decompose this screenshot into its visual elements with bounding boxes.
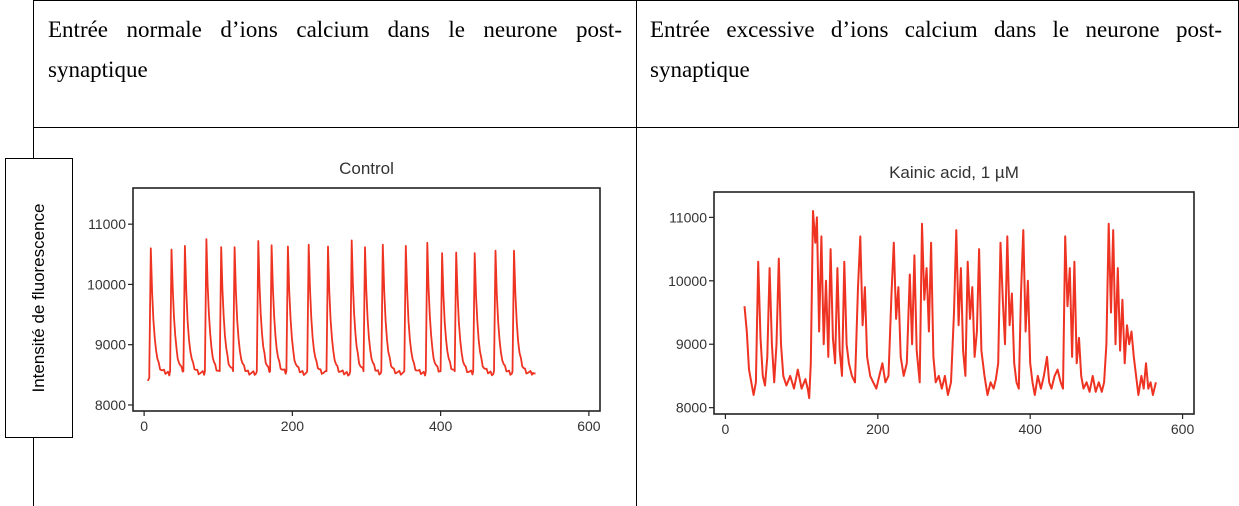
x-tick-label: 600 — [577, 418, 601, 434]
control-chart: Control 8000 9000 10000 11000 0 200 400 600 — [87, 159, 601, 434]
y-tick-label: 9000 — [95, 337, 126, 353]
chart-title: Kainic acid, 1 µM — [889, 163, 1019, 182]
y-tick-label: 8000 — [676, 400, 707, 416]
y-tick-label: 9000 — [676, 336, 707, 352]
plot-frame — [132, 187, 601, 412]
fluorescence-trace — [146, 238, 536, 382]
control-chart-panel: Control 8000 9000 10000 11000 0 200 400 600 — [70, 140, 630, 450]
y-axis-label-box: Intensité de fluorescence — [5, 158, 73, 438]
y-tick-label: 10000 — [668, 273, 707, 289]
table-row-divider — [33, 127, 1239, 128]
header-cell-excessive: Entrée excessive d’ions calcium dans le … — [650, 17, 1222, 82]
header-cell-normal: Entrée normale d’ions calcium dans le ne… — [48, 17, 622, 82]
kainic-acid-chart: Kainic acid, 1 µM 8000 9000 10000 11000 0 200 4… — [668, 163, 1195, 437]
x-tick-label: 600 — [1171, 421, 1195, 437]
x-tick-label: 0 — [722, 421, 730, 437]
table-middle-divider — [636, 0, 637, 506]
y-tick-label: 11000 — [669, 209, 707, 225]
x-tick-label: 200 — [281, 418, 305, 434]
fluorescence-trace — [743, 210, 1157, 400]
x-tick-label: 200 — [866, 421, 890, 437]
x-tick-label: 400 — [1019, 421, 1043, 437]
x-tick-label: 400 — [429, 418, 453, 434]
kainic-acid-chart-panel: Kainic acid, 1 µM 8000 9000 10000 11000 0 200 4… — [655, 140, 1225, 450]
y-axis-label: Intensité de fluorescence — [29, 203, 48, 393]
y-tick-label: 8000 — [95, 397, 126, 413]
y-tick-label: 10000 — [87, 276, 126, 292]
x-tick-label: 0 — [140, 418, 148, 434]
plot-frame — [713, 191, 1195, 415]
y-tick-label: 11000 — [88, 216, 126, 232]
chart-title: Control — [339, 159, 394, 178]
